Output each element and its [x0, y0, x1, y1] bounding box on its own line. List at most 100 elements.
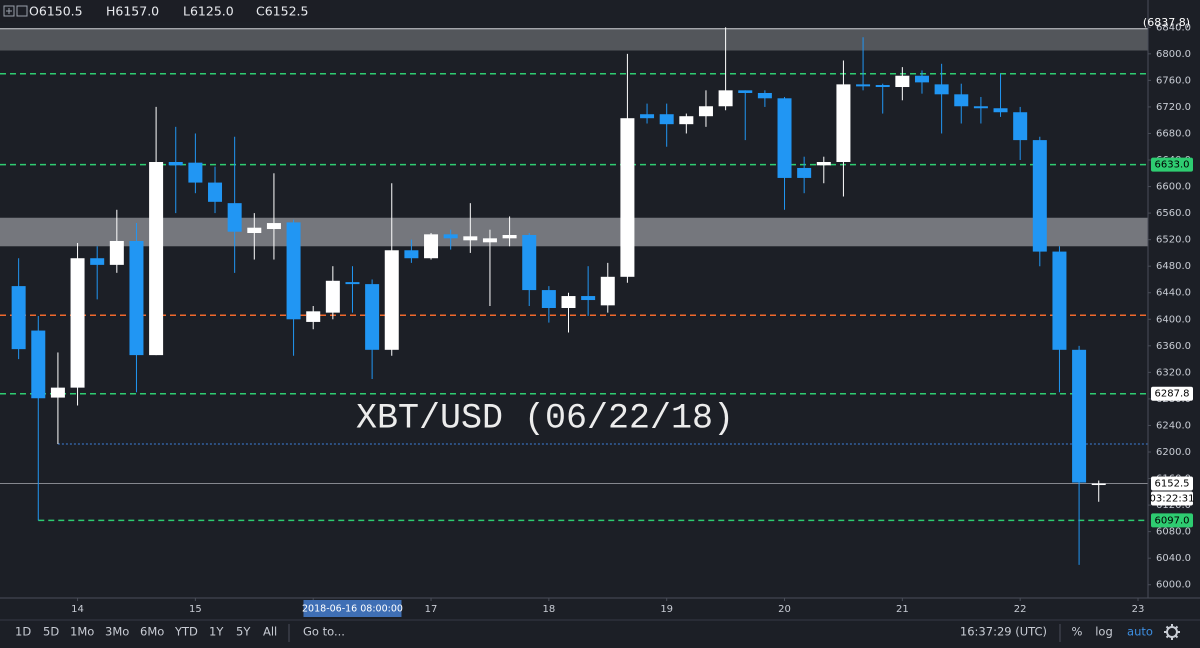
candle-body	[482, 238, 497, 243]
candle-body	[227, 203, 242, 232]
candle-body	[463, 236, 478, 241]
y-tick-label: 6240.0	[1156, 420, 1191, 431]
candle-body	[698, 106, 713, 117]
y-tick-label: 6560.0	[1156, 208, 1191, 219]
candle-body	[404, 250, 419, 259]
range-button[interactable]: YTD	[174, 625, 198, 639]
candle-body	[502, 235, 517, 239]
range-button[interactable]: 3Mo	[105, 625, 129, 639]
candle-body	[600, 276, 615, 306]
candle-body	[168, 162, 183, 166]
zones	[0, 28, 1148, 247]
candle-body	[777, 98, 792, 178]
candle-body	[325, 280, 340, 313]
last-price-label: 6152.5	[1155, 479, 1190, 490]
crosshair-time-label: 2018-06-16 08:00:00	[302, 604, 403, 615]
candle-body	[1052, 251, 1067, 350]
zone	[0, 217, 1148, 247]
range-button[interactable]: 1D	[15, 625, 31, 639]
candle-body	[640, 114, 655, 119]
candle-body	[90, 258, 105, 265]
candle-body	[31, 330, 46, 399]
candle-body	[345, 282, 360, 285]
candle-body	[1013, 112, 1028, 141]
scale-option[interactable]: log	[1095, 625, 1113, 639]
toolbar-items: 1D 5D 1Mo 3Mo 6Mo YTD 1Y 5Y All Go to... 16:37:29 …	[15, 625, 1153, 639]
zone-label: (6837.8)	[1143, 16, 1190, 29]
y-tick-label: 6680.0	[1156, 128, 1191, 139]
y-tick-label: 6120.0	[1156, 500, 1191, 511]
candle-body	[443, 234, 458, 239]
candle-body	[1032, 140, 1047, 252]
y-tick-label: 6600.0	[1156, 182, 1191, 193]
level-label-box	[1151, 513, 1193, 528]
candle-body	[581, 296, 596, 301]
candle-body	[973, 106, 988, 109]
candle-body	[70, 258, 85, 388]
x-tick-label: 22	[1014, 604, 1027, 615]
candle-body	[875, 85, 890, 88]
range-button[interactable]: 1Mo	[70, 625, 94, 639]
header-values: O6150.5 H6157.0 L6125.0 C6152.5	[29, 4, 308, 19]
candle-body	[620, 118, 635, 277]
candle-body	[384, 250, 399, 350]
candle-body	[266, 223, 281, 230]
level-label: 6287.8	[1155, 389, 1190, 400]
candle-body	[365, 284, 380, 350]
candle-body	[1091, 483, 1106, 486]
header-icon[interactable]	[3, 5, 15, 17]
settings-gear-teeth	[1164, 624, 1180, 640]
level-label: 6097.0	[1155, 515, 1190, 526]
watermark: XBT/USD (06/22/18)	[356, 398, 734, 438]
range-button[interactable]: All	[263, 625, 277, 639]
range-button[interactable]: 6Mo	[140, 625, 164, 639]
candle-body	[522, 235, 537, 291]
candle-body	[247, 227, 262, 234]
candle-body	[50, 387, 65, 398]
x-tick-label: 23	[1132, 604, 1145, 615]
candle-body	[659, 114, 674, 125]
y-tick-label: 6800.0	[1156, 49, 1191, 60]
y-tick-label: 6040.0	[1156, 553, 1191, 564]
candle-body	[424, 234, 439, 259]
candle-body	[188, 162, 203, 183]
range-button[interactable]: 5Y	[236, 625, 251, 639]
candle-body	[895, 75, 910, 88]
candle-body	[306, 311, 321, 322]
range-button[interactable]: 5D	[43, 625, 59, 639]
clock: 16:37:29 (UTC)	[960, 625, 1047, 639]
goto-button[interactable]: Go to...	[303, 625, 345, 639]
candle-body	[208, 182, 223, 202]
candles	[11, 27, 1106, 565]
x-tick-label: 21	[896, 604, 909, 615]
ohlc-value: C6152.5	[256, 4, 308, 19]
candle-body	[914, 75, 929, 83]
level-label: 6633.0	[1155, 160, 1190, 171]
ohlc-value: L6125.0	[183, 4, 234, 19]
level-label-box	[1151, 157, 1193, 172]
scale-option[interactable]: auto	[1127, 625, 1153, 639]
scale-option[interactable]: %	[1072, 625, 1083, 639]
axis-labels: 6000.06040.06080.06120.06160.06200.06240…	[71, 22, 1191, 617]
x-tick-label: 18	[542, 604, 555, 615]
settings-gear-hole	[1170, 630, 1174, 634]
x-tick-label: 20	[778, 604, 791, 615]
y-tick-label: 6440.0	[1156, 288, 1191, 299]
candle-body	[954, 94, 969, 107]
candle-body	[149, 162, 164, 356]
candle-body	[993, 108, 1008, 113]
y-tick-label: 6080.0	[1156, 527, 1191, 538]
crosshair-time-box	[303, 600, 402, 617]
y-tick-label: 6720.0	[1156, 102, 1191, 113]
settings-icon[interactable]	[1164, 624, 1180, 640]
last-price-box	[1151, 476, 1193, 491]
range-button[interactable]: 1Y	[209, 625, 224, 639]
ohlc-value: O6150.5	[29, 4, 83, 19]
countdown-box	[1151, 491, 1193, 506]
candle-body	[836, 84, 851, 163]
candle-body	[738, 90, 753, 93]
header-icon[interactable]	[16, 5, 28, 17]
